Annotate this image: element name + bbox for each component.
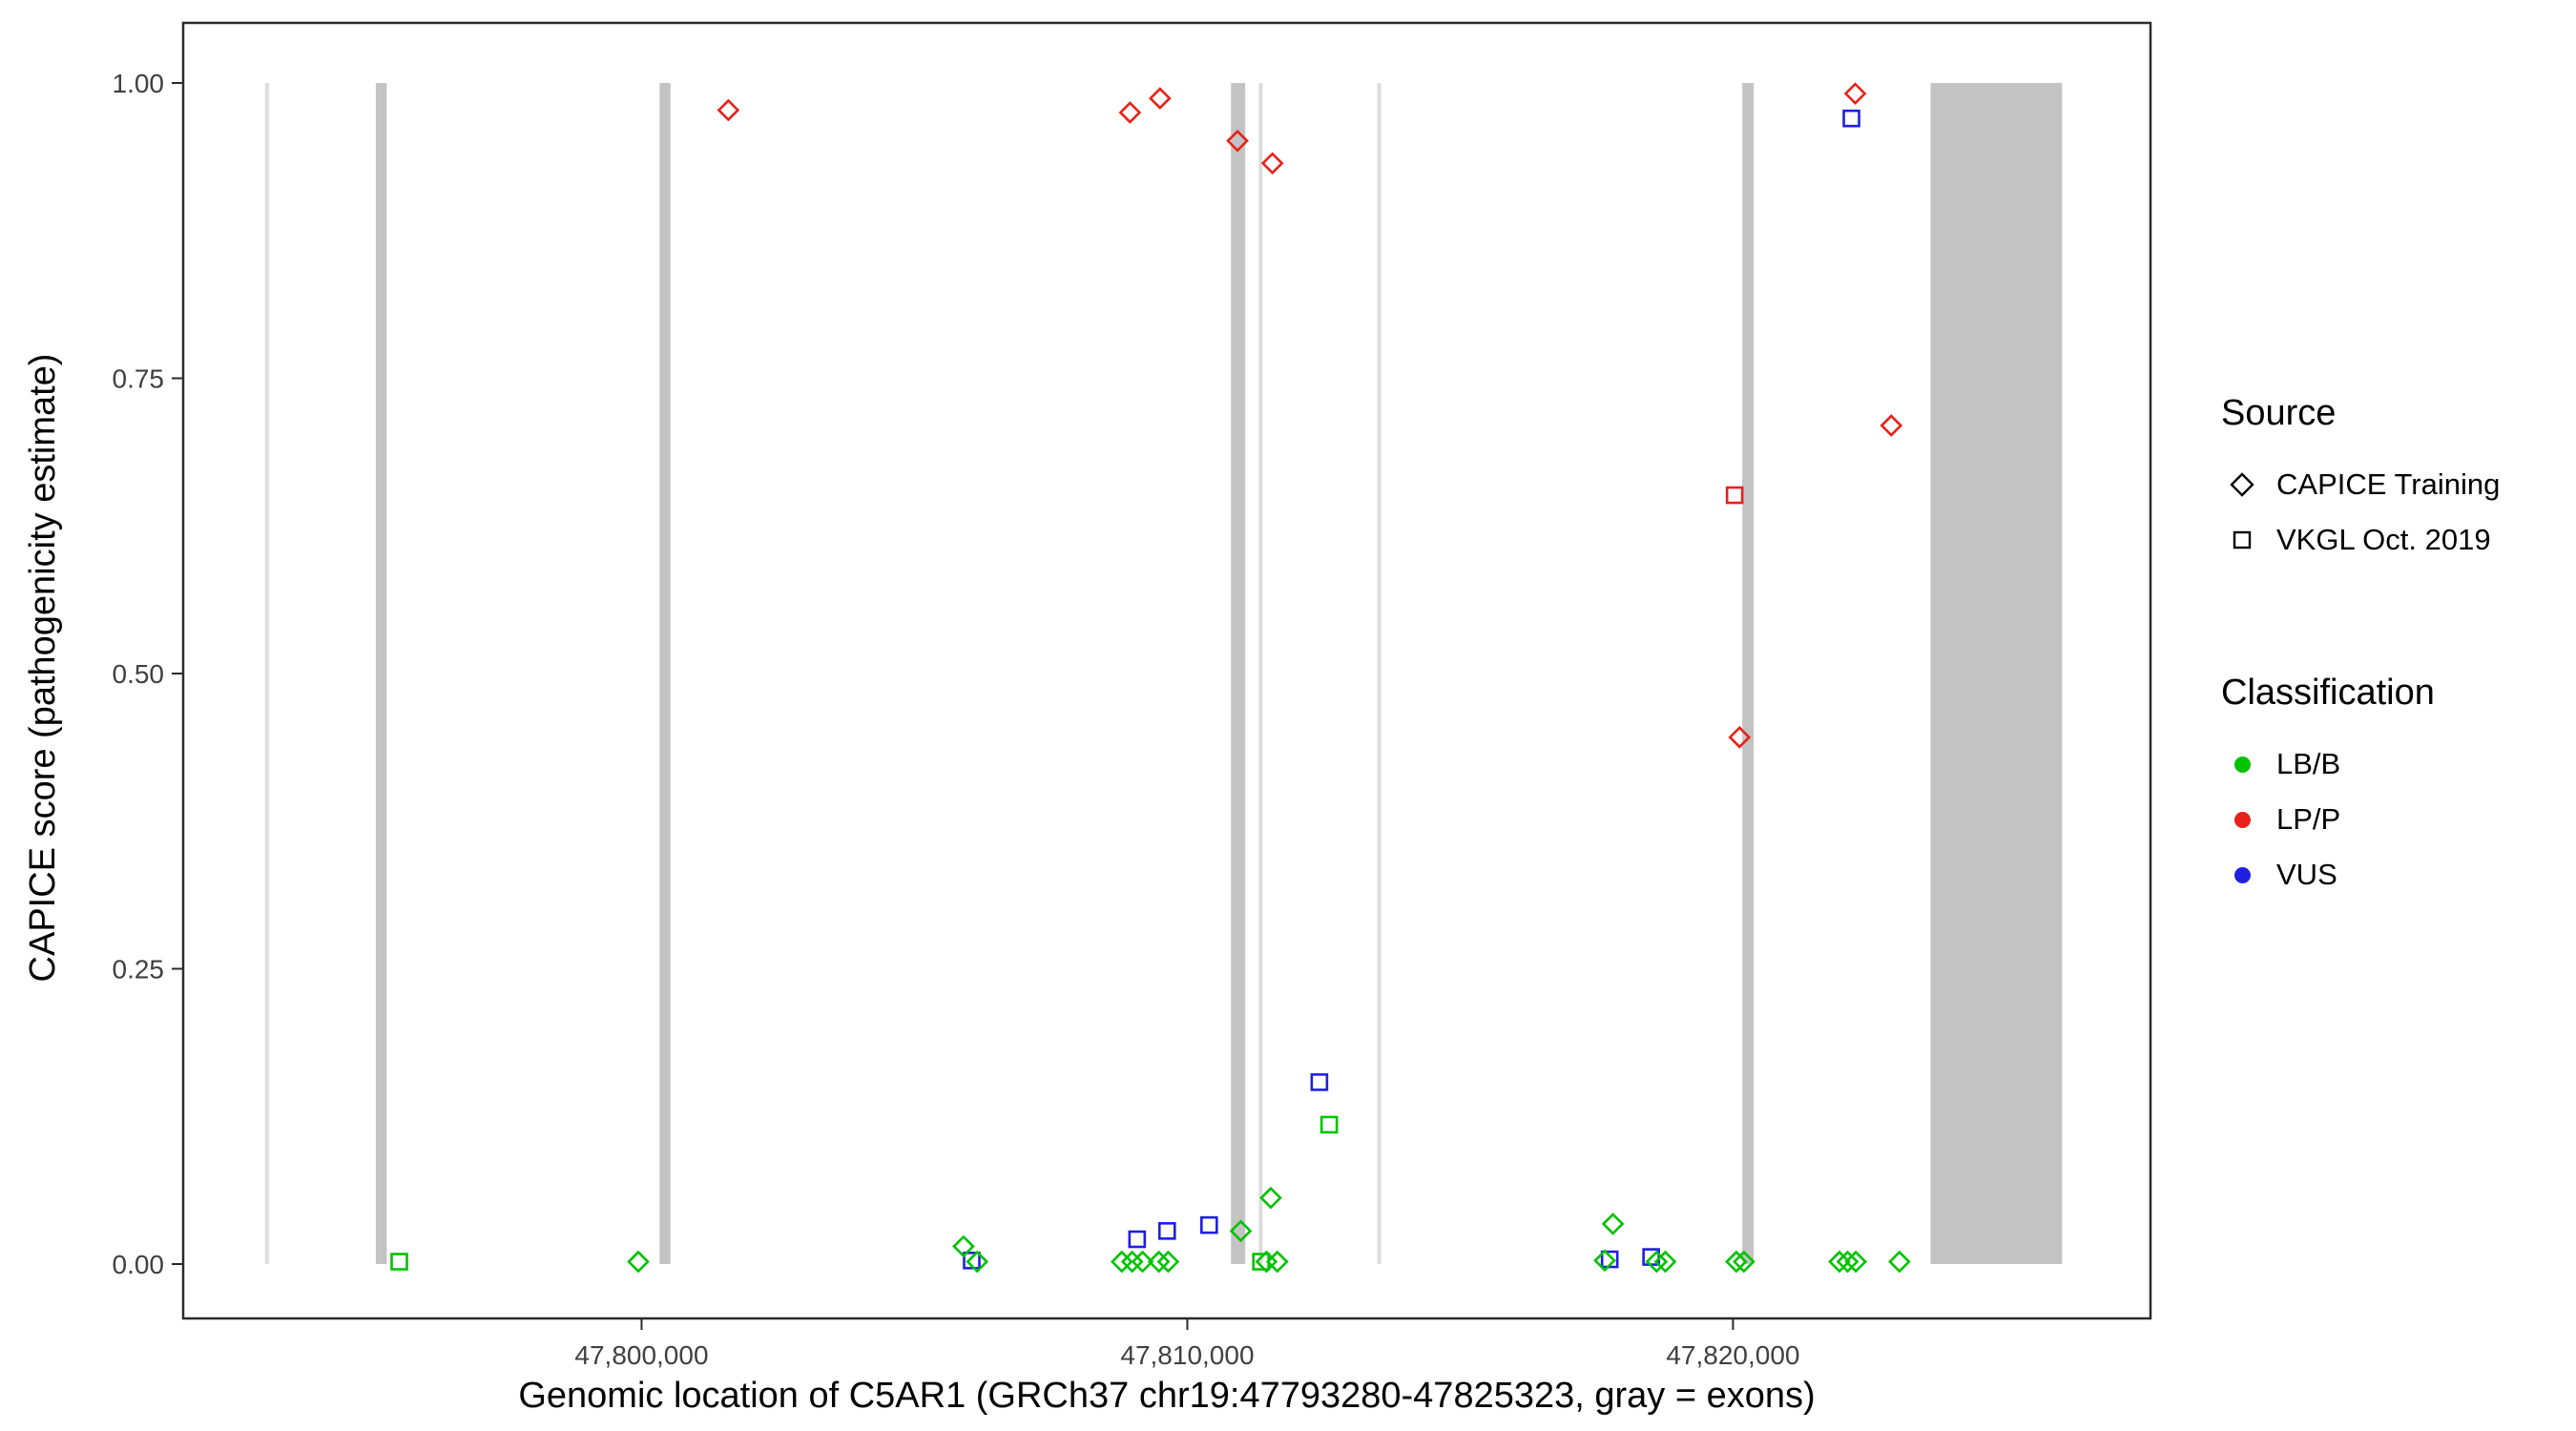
data-point-diamond xyxy=(1593,1249,1616,1273)
data-point-square xyxy=(1200,1215,1218,1234)
blue-dot-icon xyxy=(2221,866,2263,883)
y-tick-label: 0.25 xyxy=(113,955,165,985)
data-point-diamond xyxy=(1226,129,1249,153)
data-point-square xyxy=(1319,1115,1339,1134)
x-tick-label: 47,810,000 xyxy=(1120,1340,1254,1370)
data-point-diamond xyxy=(717,98,740,122)
data-point-diamond xyxy=(966,1250,989,1274)
data-point-square xyxy=(1157,1222,1176,1240)
legend: Source CAPICE Training VKGL Oct. 2019 Cl… xyxy=(2221,393,2500,902)
data-point-diamond xyxy=(627,1250,650,1274)
exon-bar xyxy=(264,83,269,1264)
panel-background xyxy=(183,23,2150,1318)
y-tick-label: 0.50 xyxy=(113,659,165,689)
exon-bar xyxy=(1377,83,1381,1264)
data-point-square xyxy=(1725,486,1744,505)
square-key-icon xyxy=(2221,526,2263,554)
x-tick-label: 47,800,000 xyxy=(574,1340,708,1370)
data-point-diamond xyxy=(1147,1250,1171,1274)
data-point-square xyxy=(1600,1250,1619,1269)
legend-item-lbb: LB/B xyxy=(2221,736,2500,792)
exon-bar xyxy=(375,83,387,1264)
exon-bar xyxy=(659,83,671,1264)
exon-bar xyxy=(1231,83,1246,1264)
legend-item-label: VUS xyxy=(2276,858,2337,891)
data-point-diamond xyxy=(1844,1250,1867,1274)
legend-item-vus: VUS xyxy=(2221,847,2500,902)
y-tick-label: 0.00 xyxy=(113,1250,165,1279)
data-point-square xyxy=(1310,1073,1329,1091)
data-point-diamond xyxy=(1728,726,1752,749)
legend-item-label: LP/P xyxy=(2276,802,2341,836)
green-dot-icon xyxy=(2221,756,2263,773)
data-point-diamond xyxy=(1259,1186,1282,1210)
data-point-diamond xyxy=(952,1234,975,1258)
data-point-diamond xyxy=(1265,1250,1289,1274)
x-axis-title: Genomic location of C5AR1 (GRCh37 chr19:… xyxy=(518,1376,1816,1416)
legend-item-vkgl: VKGL Oct. 2019 xyxy=(2221,512,2500,568)
data-point-diamond xyxy=(1733,1250,1755,1274)
legend-gap xyxy=(2221,568,2500,673)
diamond-key-icon xyxy=(2221,470,2263,499)
y-tick-label: 1.00 xyxy=(113,69,165,98)
data-point-diamond xyxy=(1229,1219,1253,1243)
data-point-square xyxy=(963,1251,981,1270)
data-point-diamond xyxy=(1255,1250,1278,1274)
data-point-diamond xyxy=(1601,1213,1625,1235)
data-point-diamond xyxy=(1653,1250,1677,1274)
legend-item-label: LB/B xyxy=(2276,747,2341,780)
exon-bar xyxy=(1742,83,1755,1264)
legend-item-label: VKGL Oct. 2019 xyxy=(2276,523,2491,556)
x-tick-label: 47,820,000 xyxy=(1666,1340,1799,1370)
data-point-diamond xyxy=(1880,414,1903,437)
y-tick-label: 0.75 xyxy=(113,364,165,394)
data-point-diamond xyxy=(1843,82,1867,105)
data-point-diamond xyxy=(1156,1250,1180,1274)
legend-classification-title: Classification xyxy=(2221,673,2435,713)
data-point-diamond xyxy=(1725,1250,1748,1274)
data-point-diamond xyxy=(1131,1250,1154,1274)
exon-bar xyxy=(1930,83,2063,1264)
data-point-diamond xyxy=(1118,101,1142,124)
exon-bar xyxy=(1258,83,1263,1264)
data-point-diamond xyxy=(1645,1250,1669,1274)
data-point-diamond xyxy=(1149,87,1172,110)
legend-item-lpp: LP/P xyxy=(2221,792,2500,847)
data-point-diamond xyxy=(1888,1250,1911,1274)
data-point-square xyxy=(390,1253,408,1271)
data-point-diamond xyxy=(1260,152,1284,176)
data-point-square xyxy=(1842,109,1860,128)
panel-border xyxy=(181,21,2152,1320)
y-axis-title: CAPICE score (pathogenicity estimate) xyxy=(23,353,64,983)
legend-item-capice-training: CAPICE Training xyxy=(2221,457,2500,512)
legend-source-title: Source xyxy=(2221,393,2337,433)
red-dot-icon xyxy=(2221,811,2263,828)
data-point-diamond xyxy=(1836,1250,1859,1274)
legend-item-label: CAPICE Training xyxy=(2276,467,2501,501)
data-point-diamond xyxy=(1120,1250,1144,1274)
data-point-diamond xyxy=(1110,1250,1133,1274)
data-point-diamond xyxy=(1828,1250,1851,1274)
data-point-square xyxy=(1128,1230,1147,1249)
